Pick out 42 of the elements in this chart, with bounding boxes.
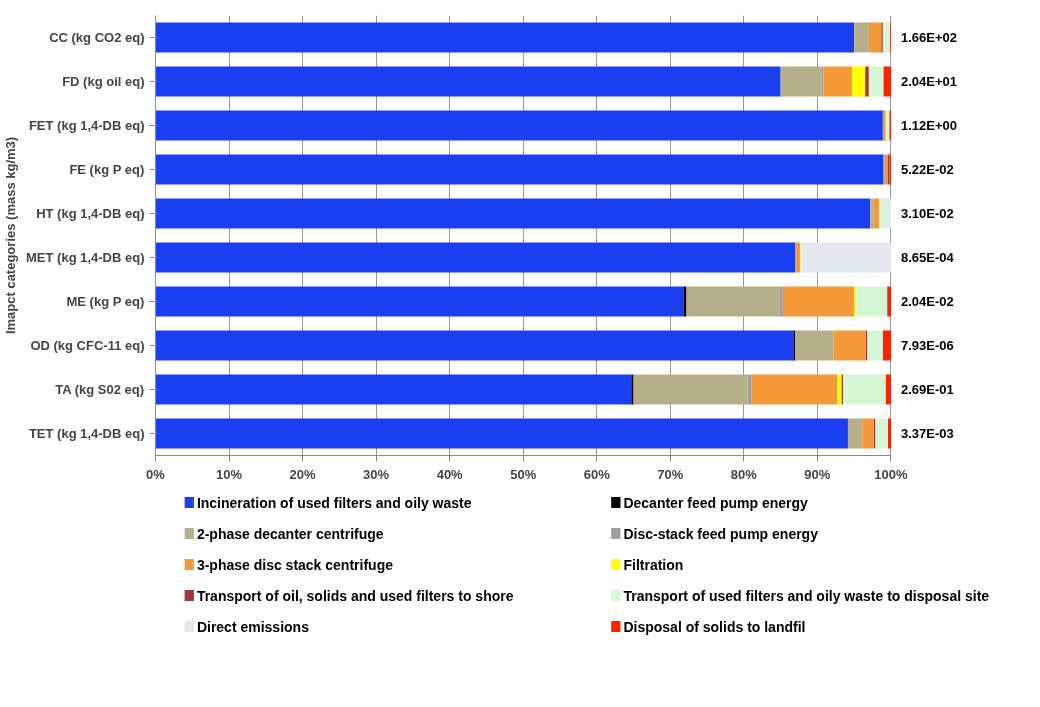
y-axis-title: Imapct categories (mass kg/m3): [3, 136, 19, 335]
y-tick-label: FD (kg oil eq): [62, 74, 145, 89]
text: 8.65E-04: [900, 250, 955, 265]
y-tick-label: MET (kg 1,4-DB eq): [26, 250, 145, 265]
x-tick-label: 100%: [874, 466, 908, 482]
y-tick-label: FE (kg P eq): [69, 162, 145, 177]
y-tick-label: TA (kg S02 eq): [55, 382, 145, 397]
x-tick-label: 40%: [436, 466, 464, 482]
text: 5.22E-02: [900, 162, 954, 177]
text: 2.04E+01: [900, 74, 957, 89]
text: 1.66E+02: [900, 30, 957, 45]
legend-label: 3-phase disc stack centrifuge: [196, 556, 394, 573]
y-tick-label: OD (kg CFC-11 eq): [30, 338, 145, 353]
y-tick-label: FET (kg 1,4-DB eq): [28, 118, 145, 133]
text: 2.69E-01: [900, 382, 954, 397]
y-tick-label: ME (kg P eq): [66, 294, 145, 309]
x-tick-label: 20%: [289, 466, 317, 482]
x-tick-label: 0%: [146, 466, 166, 482]
x-tick-label: 50%: [510, 466, 537, 482]
legend-label: Disc-stack feed pump energy: [623, 525, 819, 542]
y-tick-label: TET (kg 1,4-DB eq): [28, 426, 145, 441]
x-tick-label: 10%: [216, 466, 243, 482]
legend-label: Disposal of solids to landfil: [623, 618, 806, 635]
text: 3.10E-02: [900, 206, 954, 221]
text: 2.04E-02: [900, 294, 954, 309]
x-tick-label: 80%: [730, 466, 758, 482]
legend-label: 2-phase decanter centrifuge: [196, 525, 384, 542]
text: 7.93E-06: [900, 338, 954, 353]
y-tick-label: HT (kg 1,4-DB eq): [36, 206, 145, 221]
y-tick-label: CC (kg CO2 eq): [49, 30, 145, 45]
legend-label: Transport of oil, solids and used filters to shore: [196, 587, 514, 604]
x-tick-label: 90%: [804, 466, 831, 482]
legend-label: Transport of used filters and oily waste to disposal site: [623, 587, 990, 604]
legend-label: Direct emissions: [196, 618, 310, 635]
x-tick-label: 30%: [363, 466, 390, 482]
x-tick-label: 60%: [583, 466, 611, 482]
legend-label: Filtration: [623, 556, 684, 573]
legend-label: Incineration of used filters and oily waste: [196, 494, 472, 511]
text: 3.37E-03: [900, 426, 954, 441]
text: 1.12E+00: [900, 118, 957, 133]
x-tick-label: 70%: [657, 466, 684, 482]
legend-label: Decanter feed pump energy: [623, 494, 809, 511]
